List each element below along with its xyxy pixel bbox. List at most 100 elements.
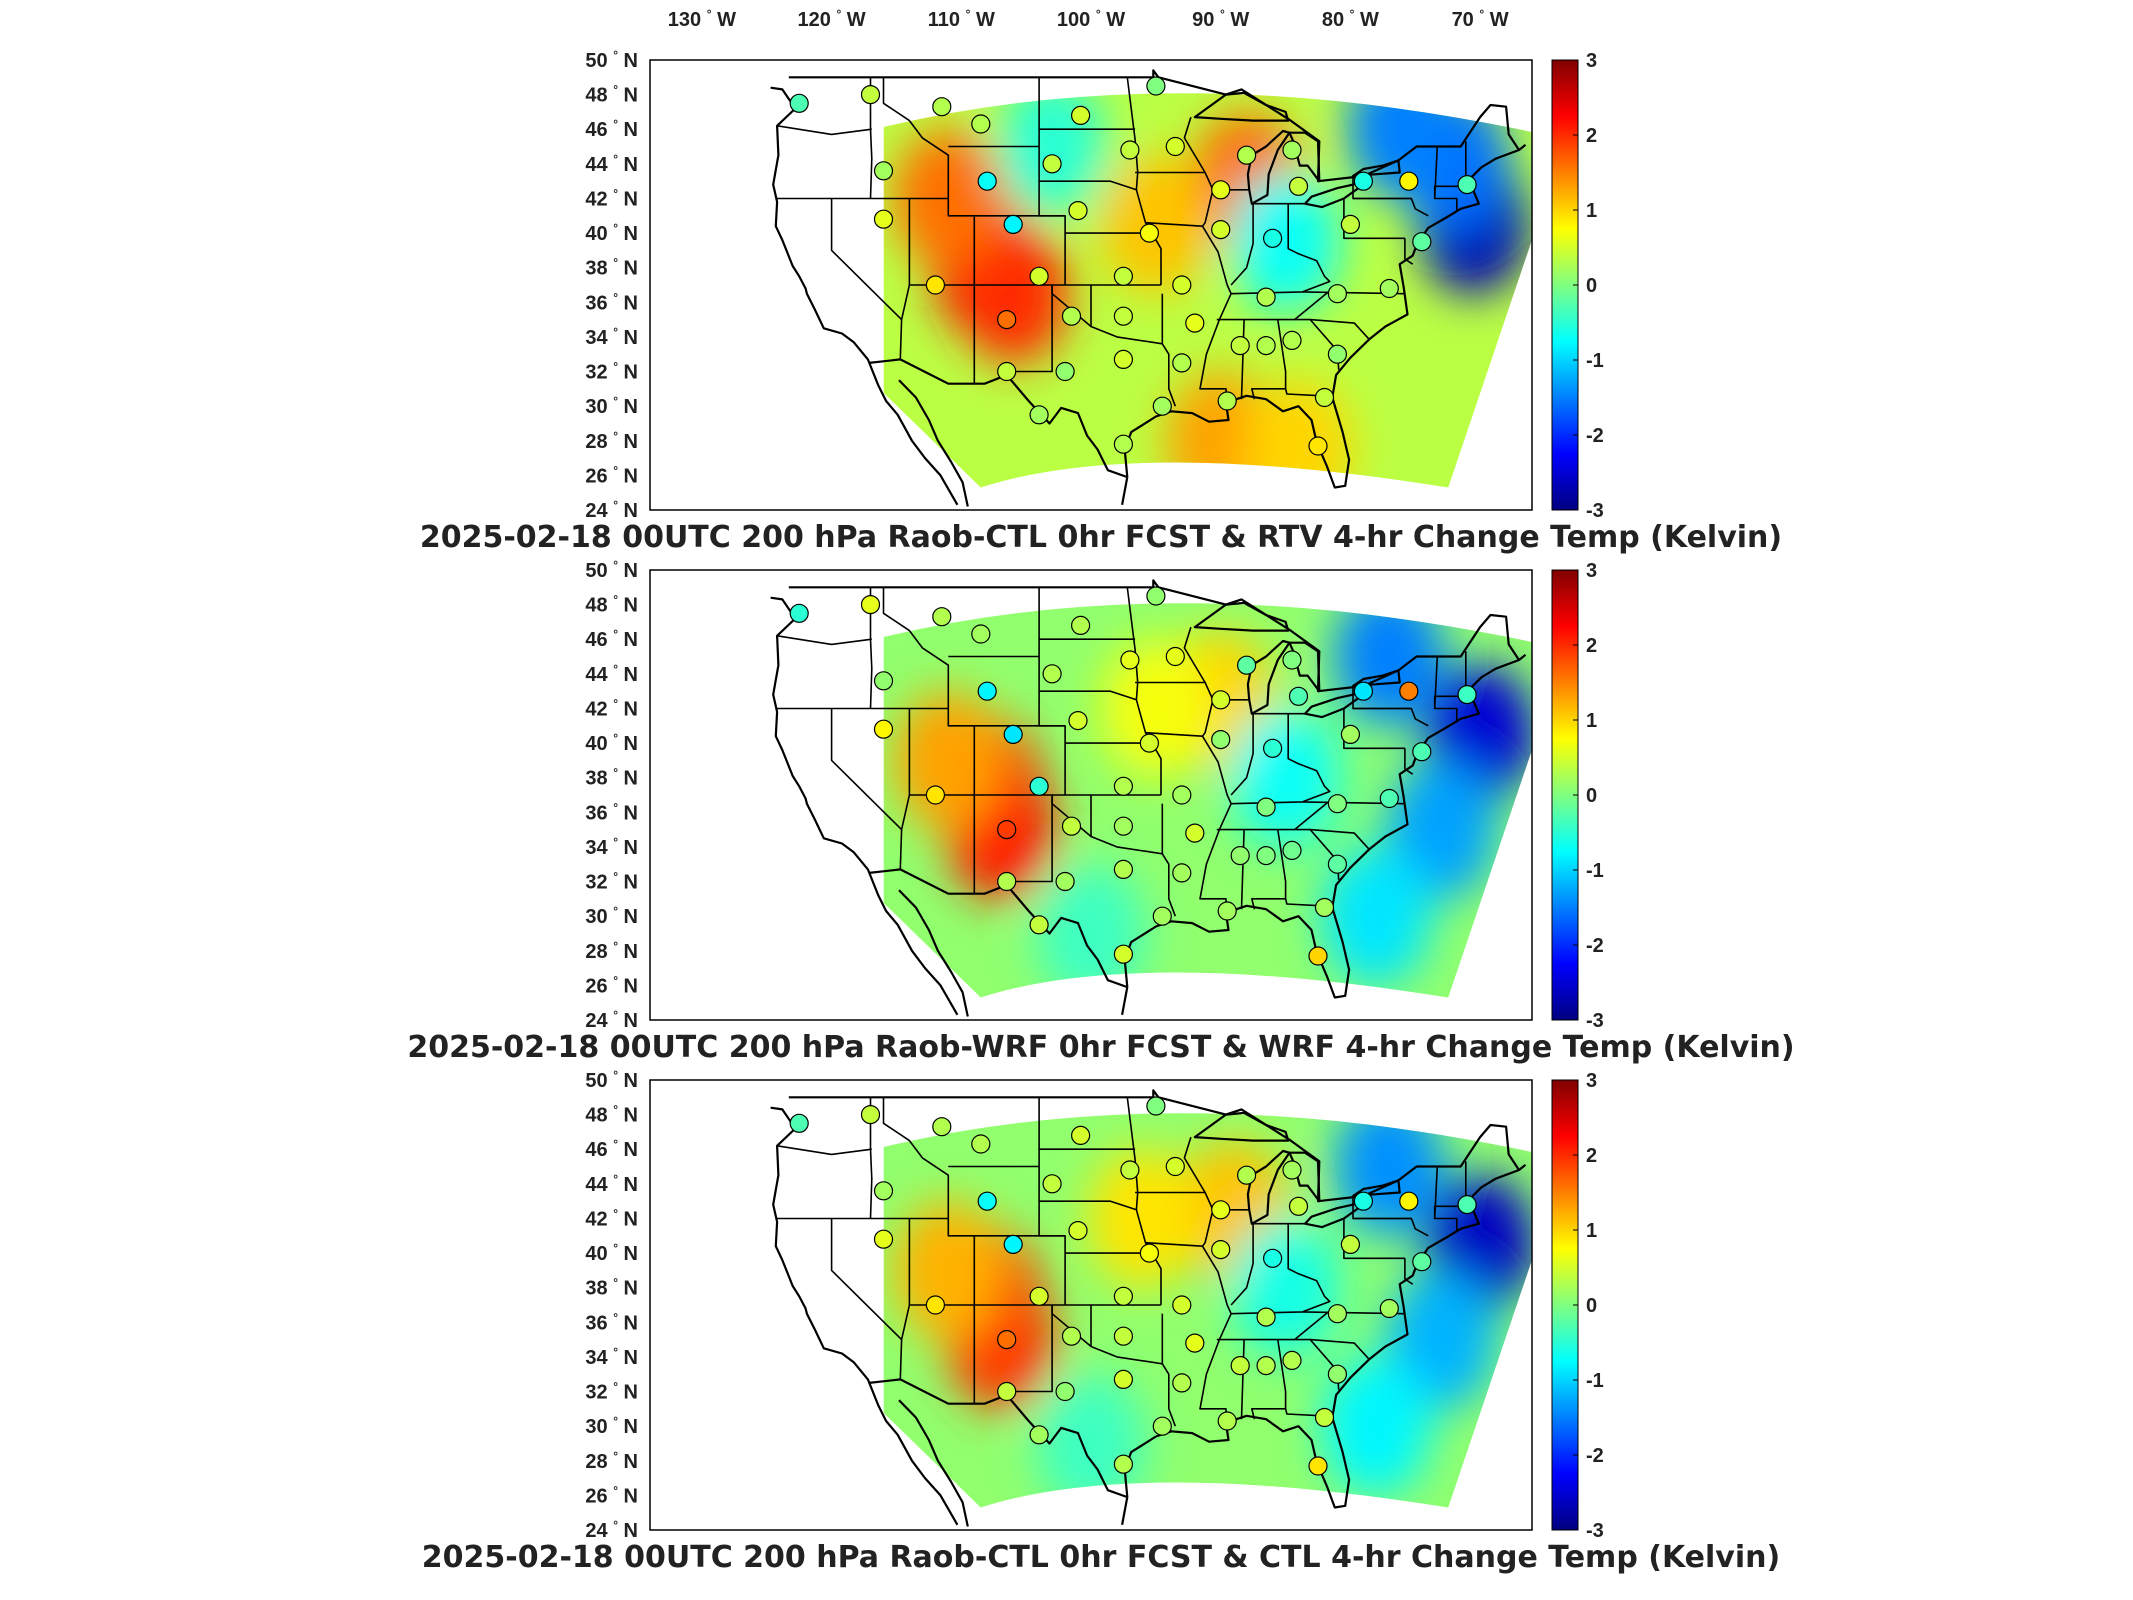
station-marker <box>997 871 1017 892</box>
state-border-39 <box>1352 686 1412 710</box>
lat-label: 36 ° N <box>585 800 638 824</box>
lat-label: 30 ° N <box>585 904 638 928</box>
station-marker <box>1217 901 1237 921</box>
station-marker <box>1172 353 1192 373</box>
station-marker <box>1211 220 1231 240</box>
station-marker <box>1029 776 1049 796</box>
state-border-20 <box>1183 626 1206 683</box>
state-border-39 <box>1352 176 1412 200</box>
state-border-7 <box>882 77 1066 217</box>
station-marker <box>1379 788 1399 809</box>
lat-label: 42 ° N <box>585 1207 638 1231</box>
panel-title: 2025-02-18 00UTC 200 hPa Raob-CTL 0hr FC… <box>420 520 1782 555</box>
great-lake-1 <box>1193 1111 1290 1142</box>
state-border-2 <box>776 125 872 136</box>
map-frame <box>649 569 1533 1021</box>
station-marker <box>1172 1373 1192 1393</box>
coastline-border-1 <box>770 596 959 1016</box>
station-marker <box>1113 816 1134 836</box>
station-marker <box>860 1104 881 1125</box>
lon-label-70: 70 ° W <box>1452 7 1509 31</box>
panel-2: 50 ° N 48 ° N 46 ° N 44 ° N 42 ° N 40 ° N 38 °… <box>407 558 1794 1065</box>
station-marker <box>860 594 881 615</box>
lat-label: 44 ° N <box>585 1172 638 1196</box>
field-anomaly-5 <box>1100 638 1211 779</box>
lat-label: 38 ° N <box>585 1276 638 1300</box>
field-anomaly-2 <box>958 223 1069 364</box>
station-marker <box>1282 1160 1302 1180</box>
station-marker <box>1399 681 1419 701</box>
state-border-17 <box>1090 1345 1177 1427</box>
station-marker <box>1042 154 1062 174</box>
station-marker <box>1457 175 1477 195</box>
lat-label: 50 ° N <box>585 558 638 582</box>
lat-label: 42 ° N <box>585 187 638 211</box>
panel-3: 50 ° N 48 ° N 46 ° N 44 ° N 42 ° N 40 ° N 38 °… <box>422 1068 1780 1575</box>
field-anomaly-11 <box>1230 707 1341 848</box>
station-marker <box>1055 1381 1075 1402</box>
station-marker <box>977 681 997 701</box>
lat-label: 24 ° N <box>585 1008 638 1032</box>
station-marker <box>1113 349 1134 369</box>
coastline-border-5 <box>869 358 1128 479</box>
state-border-19 <box>1135 1191 1214 1247</box>
colorbar-tick-label: -1 <box>1586 860 1604 882</box>
panel-1: 50 ° N 48 ° N 46 ° N 44 ° N 42 ° N 40 ° N 38 °… <box>420 48 1782 555</box>
colorbar-tick-label: -3 <box>1586 1010 1604 1032</box>
station-marker <box>1139 223 1160 243</box>
station-marker <box>1340 1234 1361 1255</box>
great-lake-2 <box>1246 1149 1291 1225</box>
station-marker <box>1152 1416 1172 1436</box>
lat-label: 34 ° N <box>585 1345 638 1369</box>
panel-title: 2025-02-18 00UTC 200 hPa Raob-WRF 0hr FC… <box>407 1030 1794 1065</box>
state-border-5 <box>899 198 911 360</box>
station-marker <box>873 671 894 691</box>
map-outlines <box>770 1089 1527 1527</box>
lat-label: 26 ° N <box>585 463 638 487</box>
latitude-labels: 50 ° N 48 ° N 46 ° N 44 ° N 42 ° N 40 ° N 38 °… <box>585 48 638 522</box>
station-marker <box>1146 76 1166 96</box>
coastline-border-6 <box>788 1089 1520 1203</box>
station-marker <box>1327 854 1348 874</box>
lat-label: 50 ° N <box>585 1068 638 1092</box>
state-border-28 <box>1404 748 1414 775</box>
lat-label: 48 ° N <box>585 1103 638 1127</box>
state-border-4 <box>830 198 903 321</box>
station-marker <box>1113 1286 1134 1306</box>
station-marker <box>1029 266 1049 286</box>
station-marker <box>1113 306 1134 326</box>
station-marker <box>1327 1364 1348 1384</box>
station-marker <box>1211 1239 1231 1260</box>
station-marker <box>1068 1220 1088 1241</box>
station-marker <box>873 209 894 229</box>
field-anomaly-8 <box>1386 1269 1497 1410</box>
lon-label-90: 90 ° W <box>1192 7 1249 31</box>
station-marker <box>1185 313 1205 333</box>
lat-label: 38 ° N <box>585 256 638 280</box>
station-marker <box>1172 863 1192 883</box>
colorbar-tick-label: -2 <box>1586 1445 1604 1467</box>
state-border-26 <box>1343 708 1405 750</box>
station-marker <box>1113 944 1134 964</box>
station-marker <box>1236 655 1257 675</box>
field-anomaly-11 <box>1230 171 1341 312</box>
station-marker <box>1412 742 1432 762</box>
coastline-border-3 <box>1123 653 1527 999</box>
lat-label: 38 ° N <box>585 766 638 790</box>
station-marker <box>873 1181 894 1201</box>
station-marker <box>1211 180 1231 200</box>
station-marker <box>997 819 1017 840</box>
station-marker <box>1262 228 1283 248</box>
great-lake-5 <box>1351 159 1401 178</box>
raob-stations <box>789 76 1477 456</box>
colorbar-tick-label: -3 <box>1586 500 1604 522</box>
station-marker <box>1256 336 1276 356</box>
station-marker <box>1068 201 1088 221</box>
coastline-border-2 <box>898 379 969 507</box>
field-anomaly-9 <box>1321 846 1432 987</box>
lat-label: 32 ° N <box>585 1380 638 1404</box>
state-border-7 <box>882 1097 1066 1237</box>
lat-label: 28 ° N <box>585 939 638 963</box>
lat-label: 50 ° N <box>585 48 638 72</box>
